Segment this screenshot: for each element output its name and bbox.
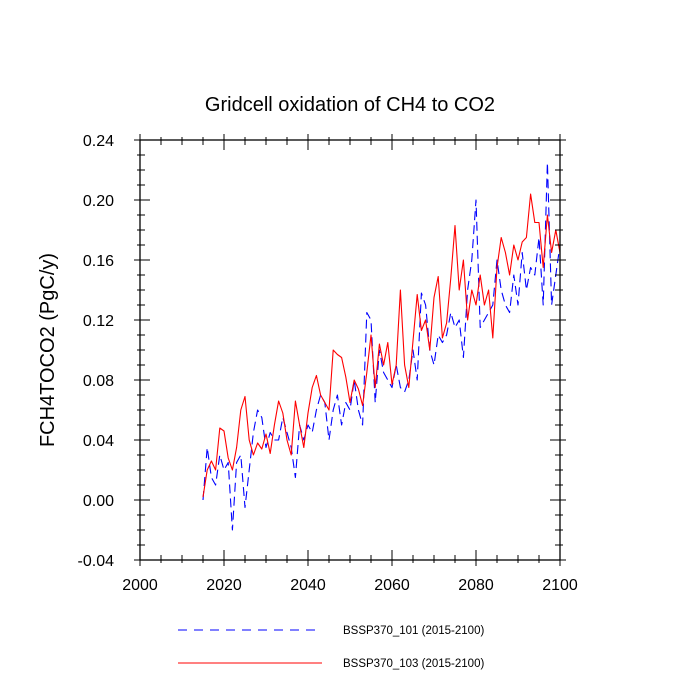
y-tick-label: 0.20 (83, 193, 114, 210)
legend-label-bssp370-101: BSSP370_101 (2015-2100) (343, 625, 484, 637)
x-axis-tick-labels: 2000 2020 2040 2060 2080 2100 (122, 577, 578, 594)
y-tick-label: -0.04 (78, 553, 115, 570)
y-tick-label: 0.16 (83, 253, 114, 270)
y-tick-label: 0.04 (83, 433, 114, 450)
series-line-bssp370-103 (202, 193, 560, 498)
x-tick-label: 2080 (458, 577, 494, 594)
series-line-bssp370-101 (202, 161, 560, 531)
x-tick-label: 2020 (206, 577, 242, 594)
x-tick-label: 2100 (542, 577, 578, 594)
y-axis-label: FCH4TOCO2 (PgC/y) (37, 253, 59, 447)
x-tick-label: 2000 (122, 577, 158, 594)
y-tick-label: 0.24 (83, 133, 114, 150)
y-axis-tick-labels: -0.04 0.00 0.04 0.08 0.12 0.16 0.20 0.24 (78, 133, 115, 570)
axis-ticks (134, 134, 566, 566)
x-tick-label: 2040 (290, 577, 326, 594)
x-tick-label: 2060 (374, 577, 410, 594)
y-tick-label: 0.08 (83, 373, 114, 390)
chart-title: Gridcell oxidation of CH4 to CO2 (205, 94, 495, 116)
legend: BSSP370_101 (2015-2100) BSSP370_103 (201… (178, 625, 484, 670)
y-tick-label: 0.12 (83, 313, 114, 330)
series-layer (202, 161, 560, 531)
y-tick-label: 0.00 (83, 493, 114, 510)
legend-label-bssp370-103: BSSP370_103 (2015-2100) (343, 658, 484, 670)
